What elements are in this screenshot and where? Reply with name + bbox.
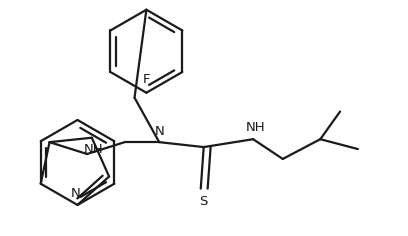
Text: NH: NH [84,143,104,156]
Text: S: S [200,195,208,208]
Text: N: N [71,187,80,200]
Text: F: F [143,73,150,86]
Text: N: N [154,125,164,138]
Text: NH: NH [245,121,265,134]
